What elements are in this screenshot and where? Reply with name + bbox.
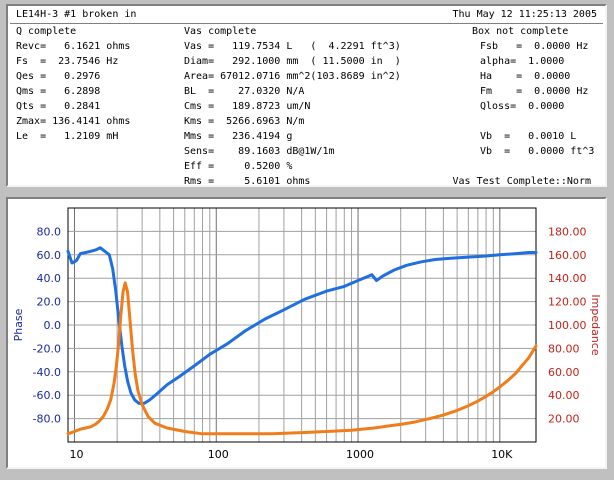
box-parameter-row: Vb = 0.0010 L	[480, 131, 577, 142]
status-text: Vas Test Complete::Norm	[452, 176, 591, 187]
q-parameter-row: Qts = 0.2841	[16, 101, 101, 112]
vas-parameter-row: Area= 67012.0716 mm^2(103.8689 in^2)	[184, 71, 401, 82]
vas-parameter-row: Rms = 5.6101 ohms	[184, 176, 311, 187]
phase-tick-label: 80.0	[37, 225, 62, 238]
phase-curve	[66, 246, 538, 405]
box-parameter-row: Qloss= 0.0000	[480, 101, 565, 112]
q-parameter-row: Qms = 6.2898	[16, 86, 101, 97]
impedance-tick-label: 180.00	[548, 225, 587, 238]
q-parameter-row: Fs = 23.7546 Hz	[16, 56, 119, 67]
impedance-tick-label: 80.00	[548, 342, 580, 355]
frequency-tick-label: 10	[69, 448, 83, 461]
timestamp: Thu May 12 11:25:13 2005	[452, 9, 598, 20]
impedance-tick-label: 60.00	[548, 366, 580, 379]
vas-parameter-row: Kms = 5266.6963 N/m	[184, 116, 305, 127]
vas-parameter-row: Eff = 0.5200 %	[184, 161, 293, 172]
frequency-tick-label: 100	[208, 448, 229, 461]
q-section-title: Q complete	[16, 26, 77, 37]
box-parameter-row: Fm = 0.0000 Hz	[480, 86, 589, 97]
plot-panel: -80.0 -60.0 -40.0 -20.0 0.0 20.0 40.0 60.0 80.0 2…	[6, 197, 607, 469]
impedance-tick-label: 40.00	[548, 389, 580, 402]
q-parameter-row: Zmax= 136.4141 ohms	[16, 116, 131, 127]
phase-tick-label: -60.0	[33, 389, 61, 402]
box-parameter-row: Vb = 0.0000 ft^3	[480, 146, 595, 157]
box-parameter-row: Fsb = 0.0000 Hz	[480, 41, 589, 52]
frequency-tick-label: 10K	[491, 448, 513, 461]
vas-section-title: Vas complete	[184, 26, 257, 37]
vas-parameter-row: Vas = 119.7534 L ( 4.2291 ft^3)	[184, 41, 401, 52]
phase-impedance-chart: -80.0 -60.0 -40.0 -20.0 0.0 20.0 40.0 60.0 80.0 2…	[12, 207, 602, 461]
box-section-title: Box not complete	[472, 26, 569, 37]
test-title: LE14H-3 #1 broken in	[16, 9, 137, 20]
box-parameter-row	[480, 114, 594, 129]
vas-parameter-row: BL = 27.0320 N/A	[184, 86, 305, 97]
vas-parameter-row: Cms = 189.8723 um/N	[184, 101, 311, 112]
box-parameter-row: alpha= 1.0000	[480, 56, 565, 67]
impedance-curve	[66, 281, 538, 436]
phase-axis-title: Phase	[12, 308, 25, 341]
q-parameter-row: Le = 1.2109 mH	[16, 131, 119, 142]
phase-tick-label: -80.0	[33, 413, 61, 426]
vas-parameter-row: Sens= 89.1603 dB@1W/1m	[184, 146, 335, 157]
impedance-tick-label: 20.00	[548, 413, 580, 426]
impedance-tick-label: 100.00	[548, 319, 587, 332]
impedance-tick-label: 140.00	[548, 272, 587, 285]
impedance-tick-label: 120.00	[548, 296, 587, 309]
vas-parameter-row: Mms = 236.4194 g	[184, 131, 293, 142]
impedance-axis-title: Impedance	[589, 294, 602, 355]
header-divider	[10, 23, 603, 24]
phase-tick-label: 40.0	[37, 272, 62, 285]
phase-tick-label: -40.0	[33, 366, 61, 379]
q-parameters: Revc= 6.1621 ohms Fs = 23.7546 Hz Qes = 0.…	[16, 39, 130, 144]
phase-tick-label: 0.0	[44, 319, 62, 332]
q-parameter-row: Qes = 0.2976	[16, 71, 101, 82]
q-parameter-row: Revc= 6.1621 ohms	[16, 41, 131, 52]
phase-tick-label: 60.0	[37, 249, 62, 262]
vas-parameter-row: Diam= 292.1000 mm ( 11.5000 in )	[184, 56, 401, 67]
box-parameters: Fsb = 0.0000 Hz alpha= 1.0000 Ha = 0.0000 F…	[480, 39, 594, 159]
phase-tick-label: -20.0	[33, 342, 61, 355]
parameters-panel: LE14H-3 #1 broken in Thu May 12 11:25:13…	[6, 4, 607, 187]
phase-tick-label: 20.0	[37, 296, 62, 309]
vas-parameters: Vas = 119.7534 L ( 4.2291 ft^3) Diam= 292…	[184, 39, 401, 189]
frequency-tick-label: 1000	[346, 448, 374, 461]
plot-frame	[67, 207, 537, 443]
box-parameter-row: Ha = 0.0000	[480, 71, 571, 82]
impedance-tick-label: 160.00	[548, 249, 587, 262]
